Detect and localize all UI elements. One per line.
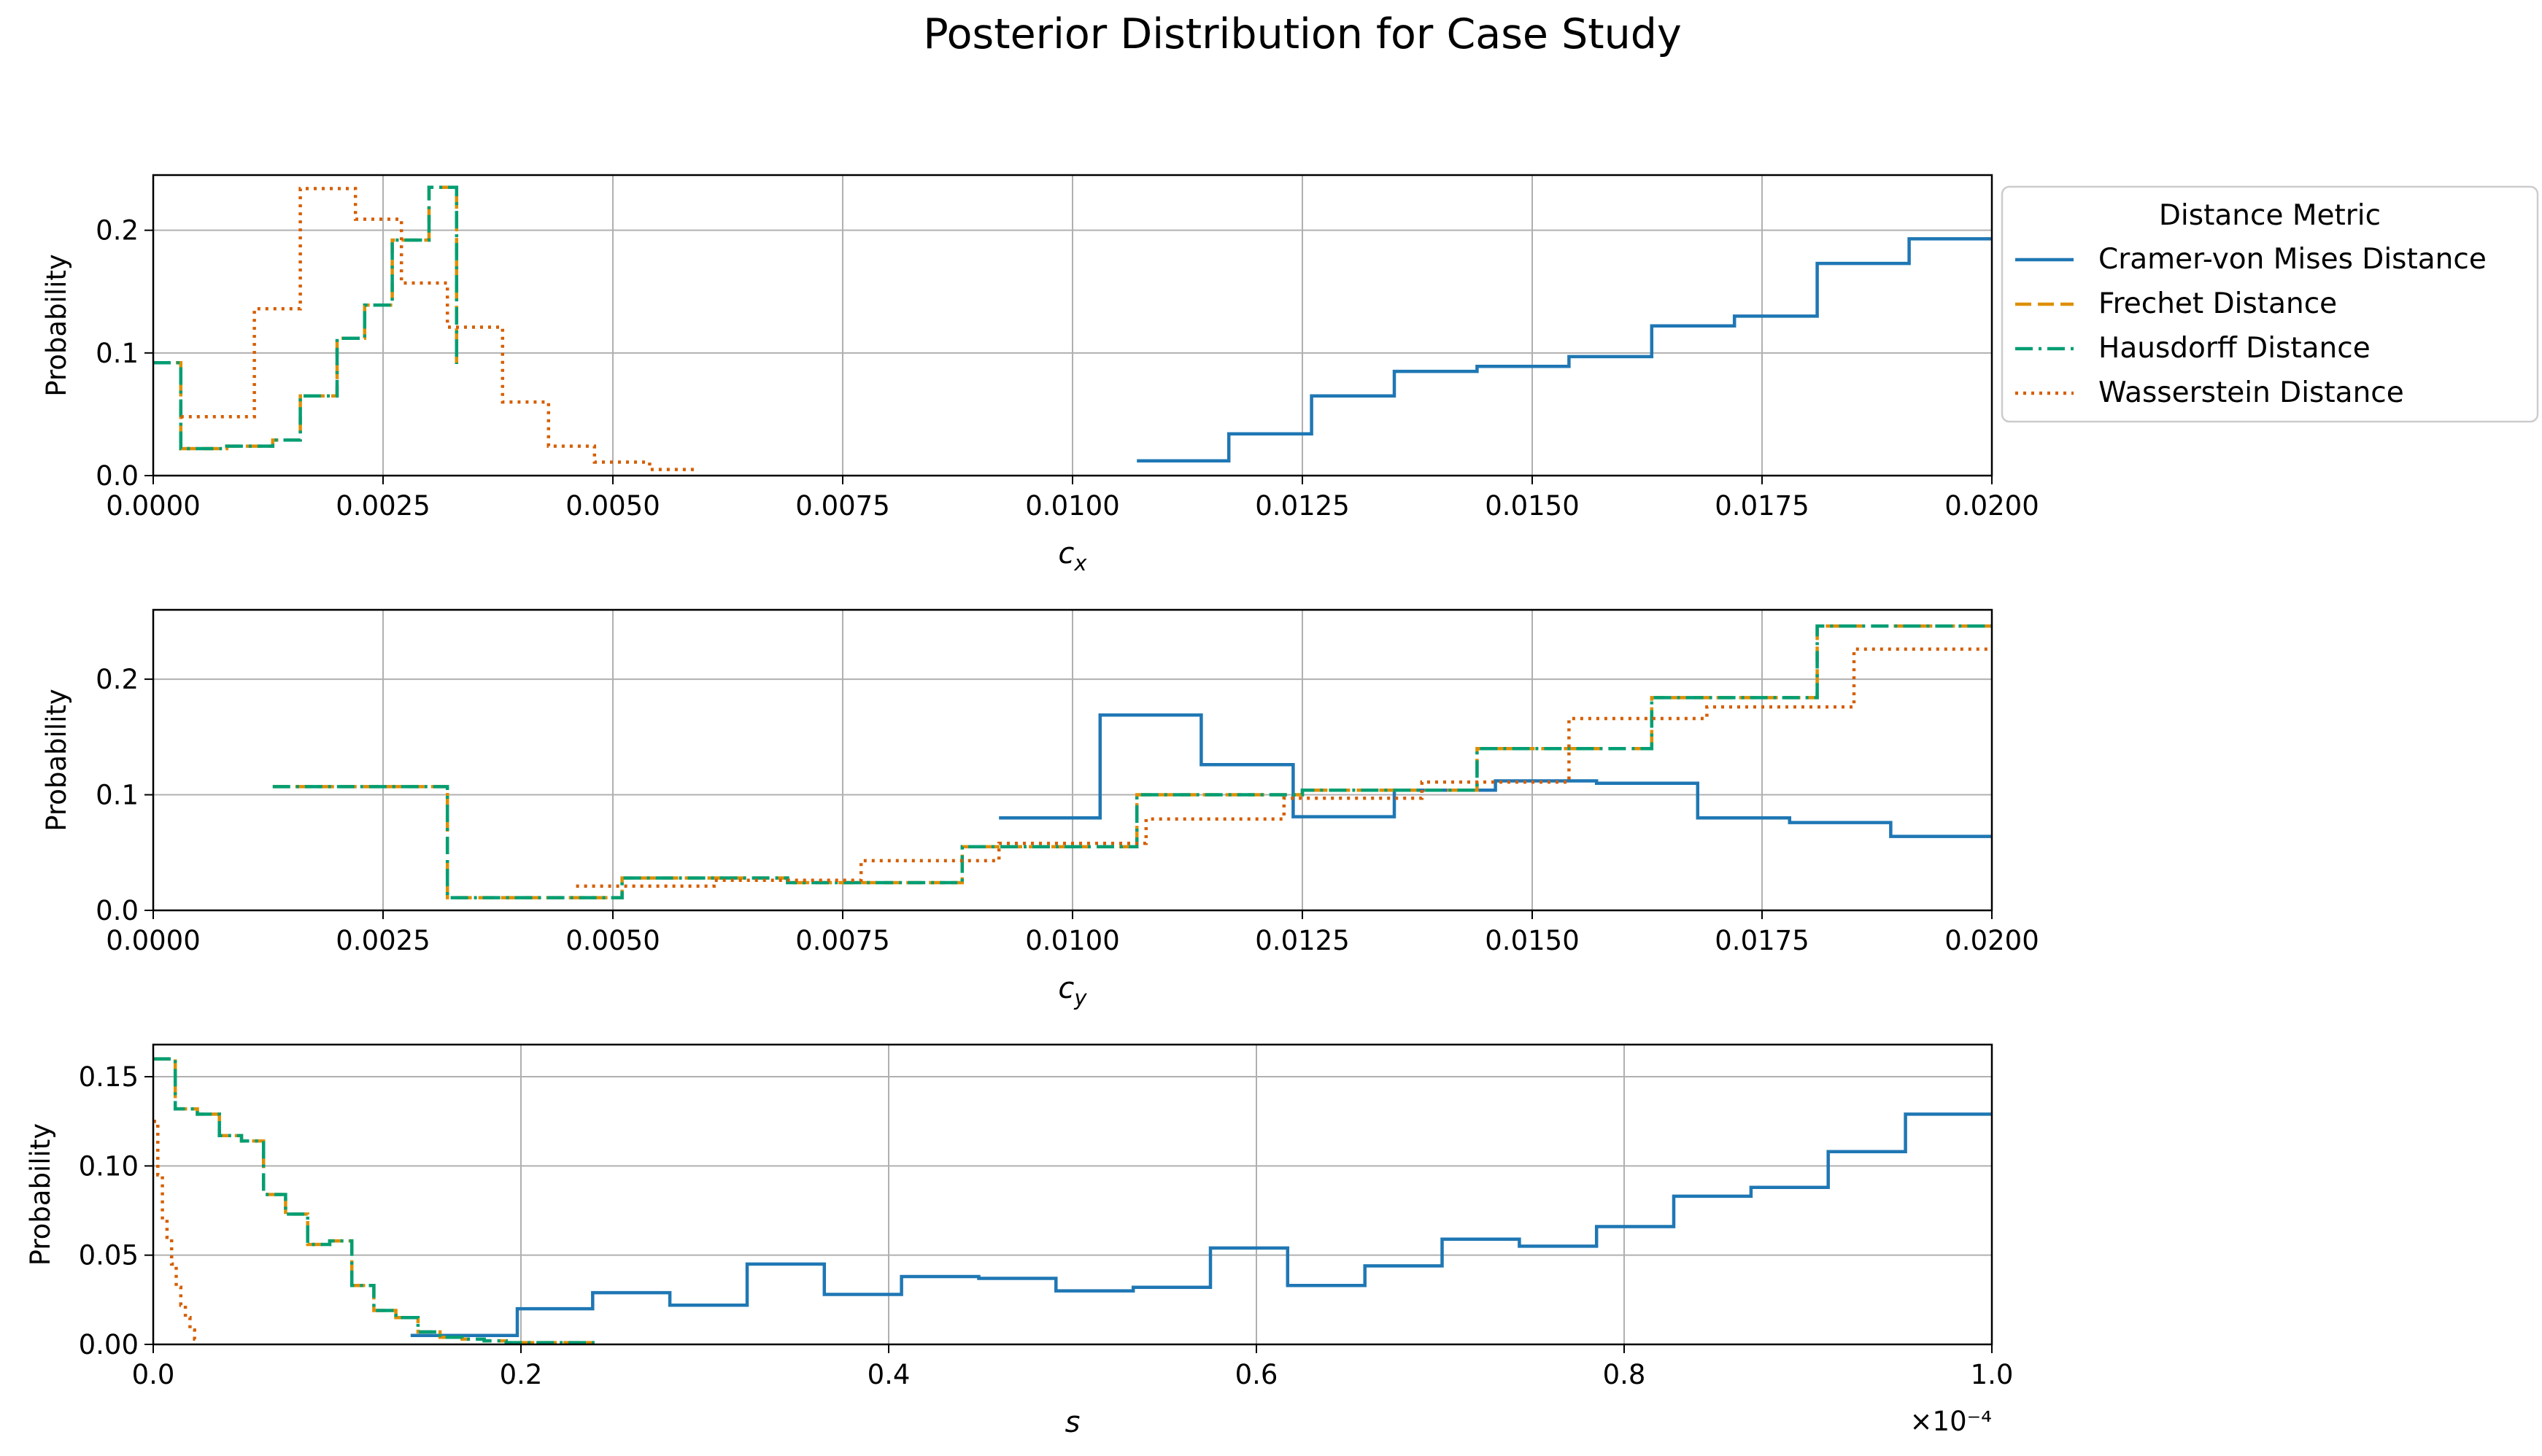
series-line-hausdorff-distance bbox=[272, 624, 1992, 899]
series-line-cramer-von-mises-distance bbox=[999, 713, 1992, 838]
legend-entry-label: Hausdorff Distance bbox=[2098, 332, 2371, 365]
y-axis-label: Probability bbox=[41, 254, 72, 397]
series-line-hausdorff-distance bbox=[153, 1057, 595, 1344]
series-line-cramer-von-mises-distance bbox=[1137, 237, 1992, 463]
x-tick-label: 0.6 bbox=[1235, 1359, 1278, 1390]
x-tick-label: 0.4 bbox=[868, 1359, 911, 1390]
figure-title: Posterior Distribution for Case Study bbox=[923, 10, 1682, 58]
series-line-cramer-von-mises-distance bbox=[410, 1112, 1992, 1338]
x-tick-label: 0.0050 bbox=[565, 925, 660, 956]
legend-entry-label: Cramer-von Mises Distance bbox=[2098, 243, 2487, 276]
legend-entry-label: Wasserstein Distance bbox=[2098, 376, 2404, 409]
y-tick-label: 0.0 bbox=[96, 460, 139, 492]
series-line-wasserstein-distance bbox=[180, 187, 696, 471]
x-tick-label: 0.0175 bbox=[1715, 925, 1809, 956]
y-tick-label: 0.15 bbox=[79, 1061, 139, 1093]
x-axis-label: cx bbox=[1058, 537, 1087, 576]
series-line-wasserstein-distance bbox=[153, 1119, 199, 1341]
y-tick-label: 0.10 bbox=[79, 1150, 139, 1182]
x-tick-label: 0.0150 bbox=[1485, 490, 1579, 522]
x-tick-label: 0.0200 bbox=[1944, 925, 2039, 956]
x-tick-label: 0.0075 bbox=[795, 925, 889, 956]
x-tick-label: 0.0 bbox=[132, 1359, 175, 1390]
x-axis-label: cy bbox=[1058, 972, 1087, 1010]
series-line-frechet-distance bbox=[272, 624, 1992, 899]
legend-title: Distance Metric bbox=[2159, 199, 2381, 232]
series-line-hausdorff-distance bbox=[153, 185, 459, 451]
x-tick-label: 0.8 bbox=[1603, 1359, 1646, 1390]
x-tick-label: 0.0100 bbox=[1025, 490, 1119, 522]
x-scale-note: ×10⁻⁴ bbox=[1910, 1406, 1992, 1437]
x-tick-label: 0.0000 bbox=[106, 490, 200, 522]
x-tick-label: 0.0025 bbox=[336, 490, 430, 522]
legend-entry-label: Frechet Distance bbox=[2098, 287, 2337, 320]
panel-3: 0.0 0.2 0.4 0.6 0.8 1.0 0.00 0.05 0.10 0.15 s Proba… bbox=[25, 1043, 2014, 1439]
x-tick-label: 0.0125 bbox=[1255, 925, 1349, 956]
legend: Distance Metric Cramer-von Mises Distance… bbox=[2001, 185, 2539, 423]
y-tick-label: 0.2 bbox=[96, 664, 139, 695]
y-tick-label: 0.05 bbox=[79, 1240, 139, 1271]
x-tick-label: 0.0025 bbox=[336, 925, 430, 956]
y-tick-label: 0.2 bbox=[96, 215, 139, 247]
y-axis-label: Probability bbox=[25, 1123, 56, 1266]
panel-2: 0.0000 0.0025 0.0050 0.0075 0.0100 0.0125 0.01… bbox=[41, 608, 2039, 1010]
x-tick-label: 1.0 bbox=[1971, 1359, 2014, 1390]
x-tick-label: 0.0100 bbox=[1025, 925, 1119, 956]
legend-box bbox=[2001, 185, 2539, 423]
y-tick-label: 0.1 bbox=[96, 338, 139, 369]
x-tick-label: 0.0200 bbox=[1944, 490, 2039, 522]
y-tick-label: 0.0 bbox=[96, 895, 139, 926]
series-line-frechet-distance bbox=[153, 1057, 595, 1344]
y-tick-label: 0.00 bbox=[79, 1329, 139, 1360]
x-tick-label: 0.2 bbox=[500, 1359, 543, 1390]
axes-frame bbox=[152, 1043, 1993, 1346]
x-tick-label: 0.0000 bbox=[106, 925, 200, 956]
series-line-frechet-distance bbox=[153, 185, 459, 451]
x-tick-label: 0.0125 bbox=[1255, 490, 1349, 522]
x-tick-label: 0.0050 bbox=[565, 490, 660, 522]
series-line-wasserstein-distance bbox=[576, 647, 1992, 888]
x-axis-label: s bbox=[1065, 1406, 1081, 1439]
x-tick-label: 0.0175 bbox=[1715, 490, 1809, 522]
panel-1: 0.0000 0.0025 0.0050 0.0075 0.0100 0.0125 0.01… bbox=[41, 174, 2039, 576]
y-tick-label: 0.1 bbox=[96, 780, 139, 811]
y-axis-label: Probability bbox=[41, 689, 72, 832]
x-tick-label: 0.0075 bbox=[795, 490, 889, 522]
x-tick-label: 0.0150 bbox=[1485, 925, 1579, 956]
